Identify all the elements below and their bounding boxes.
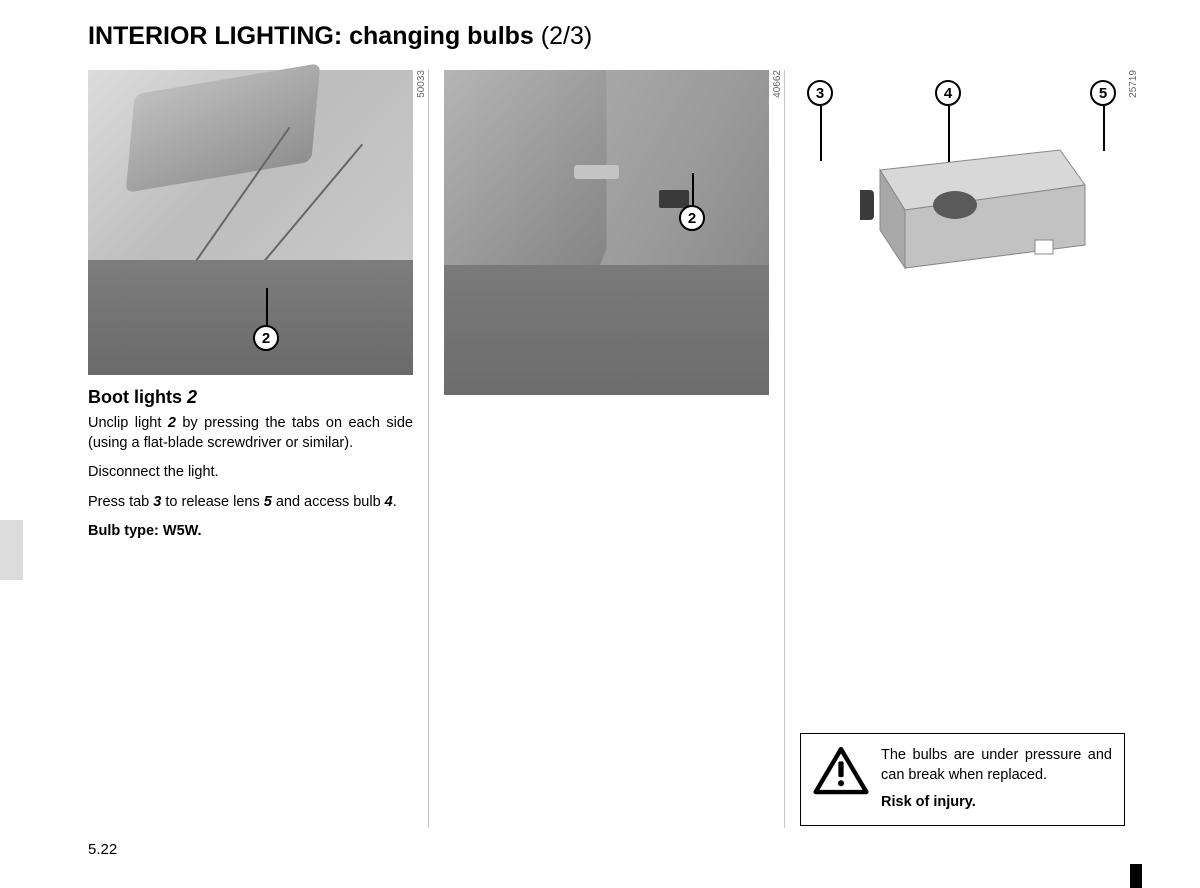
column-3: 25719 3 4 5 [800,70,1125,828]
page-number: 5.22 [88,841,117,858]
para-1: Unclip light 2 by pressing the tabs on e… [88,414,413,453]
light-housing-icon [860,140,1090,270]
warning-box: The bulbs are under pressure and can bre… [800,733,1125,826]
warning-text: The bulbs are under pressure and can bre… [881,746,1112,813]
figure-light-unit: 25719 3 4 5 [800,70,1125,290]
callout-2: 2 [679,205,705,231]
warning-icon [813,746,869,796]
column-divider [428,70,429,828]
page-title: INTERIOR LIGHTING: changing bulbs (2/3) [88,22,592,51]
figure-ref: 40662 [772,70,783,98]
para-bulb-type: Bulb type: W5W. [88,522,413,542]
callout-5: 5 [1090,80,1116,106]
title-sub: changing bulbs [349,22,534,50]
callout-2: 2 [253,325,279,351]
column-divider [784,70,785,828]
corner-mark [1130,864,1142,888]
para-3: Press tab 3 to release lens 5 and access… [88,493,413,513]
figure-open-tailgate: 50033 2 [88,70,413,375]
figure-ref: 50033 [416,70,427,98]
section-heading: Boot lights 2 [88,387,413,408]
figure-ref: 25719 [1128,70,1139,98]
column-1: 50033 2 Boot lights 2 Unclip light 2 by … [88,70,413,828]
title-main: INTERIOR LIGHTING: [88,22,342,50]
para-2: Disconnect the light. [88,463,413,483]
callout-4: 4 [935,80,961,106]
content-columns: 50033 2 Boot lights 2 Unclip light 2 by … [88,70,1125,828]
title-paren: (2/3) [541,22,592,50]
page-edge-tab [0,520,23,580]
figure-trunk-interior: 40662 2 [444,70,769,395]
callout-3: 3 [807,80,833,106]
section-body: Unclip light 2 by pressing the tabs on e… [88,414,413,542]
warning-risk: Risk of injury. [881,793,1112,813]
column-2: 40662 2 [444,70,769,828]
